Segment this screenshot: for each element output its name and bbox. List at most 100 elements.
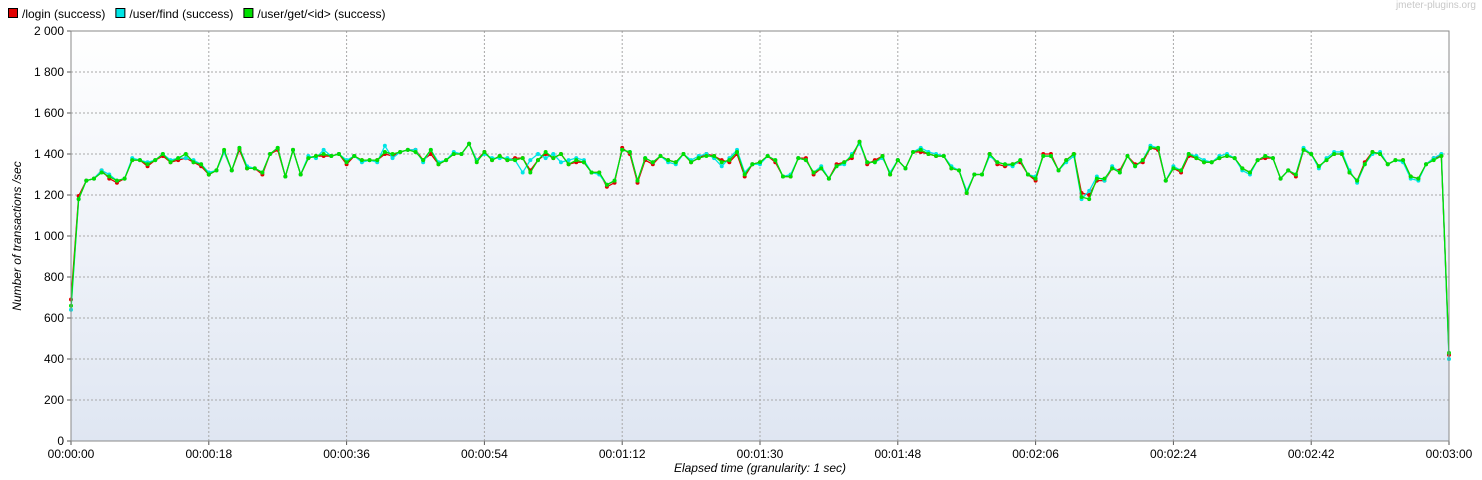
data-point bbox=[1385, 162, 1390, 167]
data-point bbox=[911, 149, 916, 154]
data-point bbox=[888, 172, 893, 177]
x-tick-label: 00:02:42 bbox=[1288, 447, 1335, 461]
data-point bbox=[367, 158, 372, 163]
data-point bbox=[467, 141, 472, 146]
data-point bbox=[291, 147, 296, 152]
data-point bbox=[1133, 164, 1138, 169]
data-point bbox=[359, 158, 364, 163]
watermark: jmeter-plugins.org bbox=[1395, 0, 1476, 11]
data-point bbox=[620, 147, 625, 152]
data-point bbox=[1163, 178, 1168, 183]
data-point bbox=[543, 156, 548, 161]
legend-swatch bbox=[243, 8, 254, 18]
data-point bbox=[1408, 174, 1413, 179]
data-point bbox=[114, 178, 119, 183]
y-tick-label: 0 bbox=[57, 434, 64, 448]
data-point bbox=[199, 162, 204, 167]
data-point bbox=[76, 197, 81, 202]
data-point bbox=[1209, 160, 1214, 165]
data-point bbox=[268, 152, 273, 156]
x-tick-label: 00:01:12 bbox=[599, 447, 646, 461]
data-point bbox=[1370, 149, 1375, 154]
data-point bbox=[1393, 158, 1398, 163]
data-point bbox=[934, 154, 939, 159]
data-point bbox=[1186, 152, 1191, 156]
data-point bbox=[497, 154, 502, 159]
data-point bbox=[704, 154, 709, 159]
data-point bbox=[796, 156, 801, 161]
data-point bbox=[987, 152, 992, 156]
data-point bbox=[918, 147, 923, 152]
legend-item[interactable]: /login (success) bbox=[8, 7, 106, 21]
legend-label: /user/get/<id> (success) bbox=[257, 7, 385, 21]
x-tick-label: 00:02:24 bbox=[1150, 447, 1197, 461]
data-point bbox=[758, 160, 762, 165]
data-point bbox=[696, 156, 701, 161]
axes: 00:00:00 00:00:18 00:00:36 00:00:54 00:01:12… bbox=[34, 24, 1473, 461]
data-point bbox=[1316, 164, 1321, 169]
y-tick-label: 600 bbox=[44, 311, 64, 325]
x-tick-label: 00:01:30 bbox=[737, 447, 784, 461]
series-layer bbox=[69, 139, 1451, 361]
data-point bbox=[558, 152, 563, 156]
data-point bbox=[160, 152, 165, 156]
data-point bbox=[949, 166, 954, 171]
data-point bbox=[1125, 154, 1130, 159]
data-point bbox=[459, 152, 464, 156]
data-point bbox=[849, 154, 854, 159]
legend-item[interactable]: /user/find (success) bbox=[115, 7, 234, 21]
x-tick-label: 00:00:00 bbox=[48, 447, 95, 461]
data-point bbox=[145, 162, 150, 167]
data-point bbox=[819, 166, 824, 171]
data-point bbox=[490, 158, 495, 163]
data-point bbox=[964, 190, 969, 195]
data-point bbox=[1102, 176, 1107, 181]
data-point bbox=[635, 178, 640, 183]
data-point bbox=[834, 164, 839, 169]
data-point bbox=[321, 152, 326, 156]
data-point bbox=[803, 158, 808, 163]
data-point bbox=[995, 160, 1000, 165]
data-point bbox=[650, 160, 655, 165]
data-point bbox=[681, 152, 686, 156]
data-point bbox=[1355, 178, 1360, 183]
y-tick-label: 1 800 bbox=[34, 65, 64, 79]
data-point bbox=[719, 164, 724, 169]
data-point bbox=[1048, 154, 1053, 159]
data-point bbox=[604, 182, 609, 187]
data-point bbox=[137, 158, 142, 163]
data-point bbox=[168, 160, 173, 165]
data-point bbox=[390, 152, 395, 156]
x-axis-label: Elapsed time (granularity: 1 sec) bbox=[674, 461, 846, 475]
data-point bbox=[520, 156, 525, 161]
data-point bbox=[513, 158, 518, 163]
data-point bbox=[543, 149, 548, 154]
data-point bbox=[773, 158, 778, 163]
data-point bbox=[535, 158, 540, 163]
legend-item[interactable]: /user/get/<id> (success) bbox=[243, 7, 386, 21]
data-point bbox=[689, 160, 694, 165]
data-point bbox=[597, 170, 602, 175]
data-point bbox=[842, 160, 847, 165]
data-point bbox=[865, 160, 870, 165]
data-point bbox=[413, 149, 418, 154]
data-point bbox=[206, 172, 211, 177]
y-tick-label: 1 200 bbox=[34, 188, 64, 202]
legend[interactable]: /login (success) /user/find (success) /use… bbox=[8, 7, 386, 21]
data-point bbox=[535, 152, 540, 156]
data-point bbox=[329, 154, 334, 159]
data-point bbox=[811, 170, 816, 175]
data-point bbox=[352, 154, 357, 159]
series-2 bbox=[69, 139, 1451, 355]
data-point bbox=[1064, 158, 1069, 163]
data-point bbox=[382, 143, 387, 148]
y-tick-label: 1 000 bbox=[34, 229, 64, 243]
data-point bbox=[1025, 172, 1030, 177]
data-point bbox=[375, 158, 380, 163]
data-point bbox=[482, 149, 487, 154]
x-tick-label: 00:00:18 bbox=[185, 447, 232, 461]
data-point bbox=[1324, 158, 1329, 163]
data-point bbox=[1263, 154, 1268, 159]
data-point bbox=[1056, 168, 1061, 173]
data-point bbox=[1110, 166, 1115, 171]
